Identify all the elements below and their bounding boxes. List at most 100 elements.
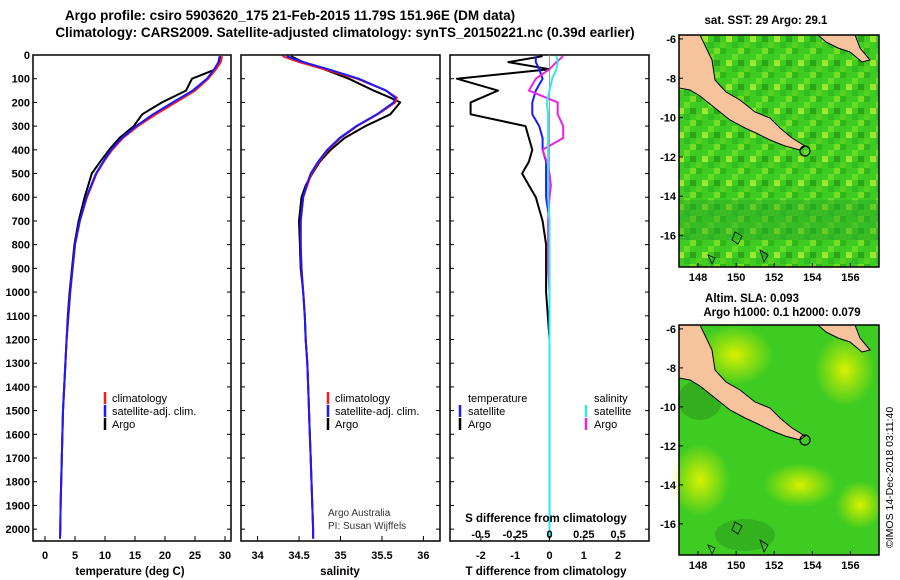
legend-label-argo: Argo (112, 419, 135, 431)
x-tick-label: 34.5 (288, 550, 309, 562)
x-tick-label: -1 (510, 550, 520, 562)
annotation-pi-name: PI: Susan Wijffels (328, 521, 406, 532)
x-tick-label: 34 (251, 550, 264, 562)
x-tick-label: 10 (99, 550, 111, 562)
sst-map-frame (678, 34, 880, 268)
depth-tick-label: 2000 (6, 524, 30, 536)
map-lat-tick-label: -16 (660, 519, 676, 531)
series-line-satellite-adj-clim (286, 55, 397, 539)
depth-tick-label: 1300 (6, 358, 30, 370)
map-lon-tick-label: 152 (765, 560, 783, 572)
legend-label-climatology: climatology (112, 393, 168, 405)
sst-map-island-north (816, 34, 871, 63)
difference-panel: -2 -1 0 1 2 -0.5 -0.25 0 0.25 0.5 temperature sat… (449, 54, 650, 578)
depth-tick-label: 400 (12, 145, 30, 157)
x2-tick-label: 0.5 (610, 529, 625, 541)
legend-label-argo: Argo (335, 419, 358, 431)
series-line-t-argo (455, 55, 551, 539)
map-lon-tick-label: 150 (727, 560, 745, 572)
sst-map-land (678, 34, 806, 151)
imos-footer-note: ©IMOS 14-Dec-2018 03:11:40 (884, 407, 896, 548)
map-lat-tick-label: -6 (666, 34, 676, 46)
map-lat-tick-label: -10 (660, 113, 676, 125)
depth-tick-label: 900 (12, 263, 30, 275)
depth-tick-label: 1500 (6, 406, 30, 418)
series-line-climatology (59, 56, 223, 539)
depth-tick-label: 1900 (6, 500, 30, 512)
series-line-climatology (282, 55, 398, 539)
depth-tick-label: 1100 (6, 311, 30, 323)
map-lon-tick-label: 154 (803, 272, 822, 284)
sla-map-land (678, 324, 806, 441)
map-lat-tick-label: -12 (660, 152, 676, 164)
map-lon-tick-label: 148 (689, 560, 707, 572)
x2-tick-label: 0 (546, 529, 552, 541)
sla-map-subtitle: Argo h1000: 0.1 h2000: 0.079 (703, 307, 860, 319)
sla-map-high-2 (815, 334, 875, 406)
depth-tick-label: 500 (12, 169, 30, 181)
series-line-argo (59, 55, 222, 539)
salinity-plot-frame (240, 54, 441, 542)
map-lon-tick-label: 154 (803, 560, 822, 572)
t-difference-axis-label: T difference from climatology (465, 566, 627, 578)
map-lat-tick-label: -14 (660, 191, 677, 203)
depth-tick-label: 700 (12, 216, 30, 228)
map-lat-tick-label: -10 (660, 402, 676, 414)
map-lat-tick-label: -16 (660, 231, 676, 243)
depth-tick-label: 600 (12, 192, 30, 204)
salinity-legend: climatology satellite-adj. clim. Argo (326, 392, 419, 431)
depth-tick-label: 1400 (6, 382, 30, 394)
x2-tick-label: 0.25 (573, 529, 594, 541)
map-lat-tick-label: -6 (666, 324, 676, 336)
title-line-2: Climatology: CARS2009. Satellite-adjuste… (55, 25, 634, 40)
depth-tick-label: 1200 (6, 334, 30, 346)
temperature-plot-frame (32, 54, 232, 542)
sst-map-band (679, 200, 879, 240)
x-tick-label: 35.5 (371, 550, 392, 562)
map-lon-tick-label: 152 (765, 272, 783, 284)
x-tick-label: 25 (189, 550, 201, 562)
depth-axis-labels: 0 100 200 300 400 500 600 700 800 900 1000 1100 1200… (6, 50, 30, 536)
depth-tick-label: 1700 (6, 453, 30, 465)
series-line-argo (290, 55, 402, 539)
x-tick-label: 30 (219, 550, 231, 562)
legend-label-climatology: climatology (335, 393, 391, 405)
salinity-panel: 34 34.5 35 35.5 36 salinity climatology sate… (240, 54, 441, 578)
sla-map-panel: Altim. SLA: 0.093 Argo h1000: 0.1 h2000:… (660, 293, 884, 572)
sla-map-reef-outlines (707, 521, 769, 555)
x-tick-label: 0 (546, 550, 552, 562)
sla-map-title: Altim. SLA: 0.093 (705, 293, 799, 305)
sla-map-frame (678, 324, 880, 556)
sla-map-high-5 (836, 481, 884, 529)
title-line-1: Argo profile: csiro 5903620_175 21-Feb-2… (65, 8, 515, 23)
map-lon-tick-label: 150 (727, 272, 745, 284)
series-line-satellite-adj-clim (59, 56, 221, 539)
x-tick-label: 15 (129, 550, 141, 562)
x-tick-label: 20 (159, 550, 171, 562)
x-tick-label: -2 (476, 550, 486, 562)
depth-tick-label: 1800 (6, 477, 30, 489)
x-tick-label: 35 (334, 550, 346, 562)
sla-map-island-north (816, 324, 871, 353)
depth-tick-label: 800 (12, 240, 30, 252)
sla-map-high-4 (764, 463, 836, 507)
x-tick-label: 0 (42, 550, 48, 562)
depth-tick-label: 0 (24, 50, 30, 62)
legend-label-s-argo: Argo (594, 419, 617, 431)
legend-label-satellite: satellite-adj. clim. (335, 406, 419, 418)
depth-tick-label: 300 (12, 121, 30, 133)
s-difference-axis-label: S difference from climatology (465, 513, 627, 525)
series-line-s-satellite (545, 55, 559, 539)
map-lon-tick-label: 148 (689, 272, 707, 284)
sst-map-panel: sat. SST: 29 Argo: 29.1 148 150 152 154 156 -… (660, 15, 880, 284)
legend-label-t-satellite: satellite (468, 406, 505, 418)
legend-title-salinity: salinity (594, 393, 628, 405)
sla-map-high-1 (697, 325, 773, 385)
x2-tick-label: -0.5 (471, 529, 490, 541)
depth-tick-label: 1600 (6, 429, 30, 441)
sla-map-low-2 (715, 519, 775, 551)
temperature-axis-label: temperature (deg C) (75, 566, 184, 578)
map-lat-tick-label: -8 (666, 73, 676, 85)
map-lon-tick-label: 156 (841, 560, 859, 572)
